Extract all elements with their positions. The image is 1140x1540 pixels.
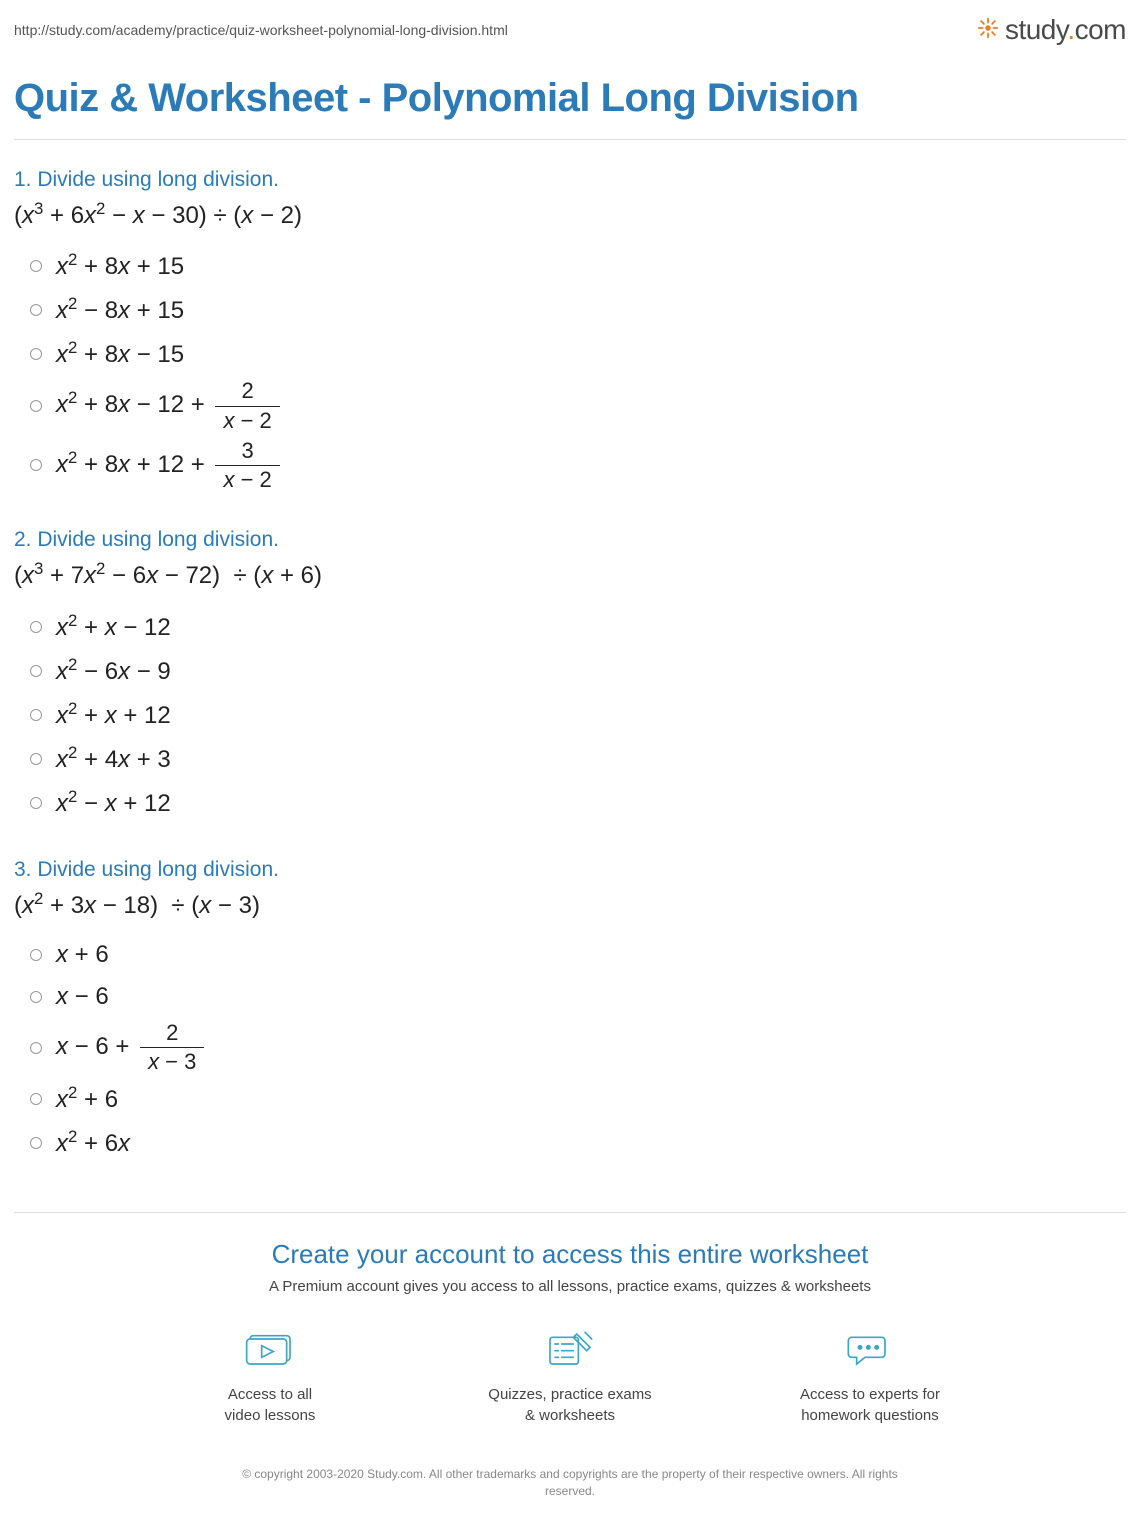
answer-choice[interactable]: x2 + 8x − 15 — [30, 335, 1126, 373]
answer-expression: x2 + x + 12 — [56, 696, 171, 734]
answer-choice[interactable]: x2 + x + 12 — [30, 696, 1126, 734]
questions-container: 1. Divide using long division. (x3 + 6x2 … — [14, 168, 1126, 1162]
radio-icon[interactable] — [30, 1042, 42, 1054]
feature-line1: Access to all — [228, 1386, 312, 1403]
question: 2. Divide using long division. (x3 + 7x2 … — [14, 528, 1126, 821]
feature-video: Access to all video lessons — [175, 1329, 365, 1426]
feature-row: Access to all video lessons — [14, 1329, 1126, 1426]
answer-expression: x2 − x + 12 — [56, 784, 171, 822]
feature-line2: homework questions — [801, 1407, 939, 1424]
question-prompt: 3. Divide using long division. — [14, 858, 1126, 882]
radio-icon[interactable] — [30, 304, 42, 316]
radio-icon[interactable] — [30, 1137, 42, 1149]
answer-choice[interactable]: x2 + 8x − 12 + 2x − 2 — [30, 379, 1126, 432]
question-expression: (x2 + 3x − 18) ÷ (x − 3) — [14, 886, 1126, 925]
answer-expression: x2 + 8x − 15 — [56, 335, 184, 373]
cta-subtitle: A Premium account gives you access to al… — [14, 1278, 1126, 1295]
radio-icon[interactable] — [30, 459, 42, 471]
copyright-text: © copyright 2003-2020 Study.com. All oth… — [220, 1466, 920, 1500]
answer-expression: x2 + 6x — [56, 1124, 130, 1162]
radio-icon[interactable] — [30, 949, 42, 961]
answer-choice[interactable]: x2 + 8x + 15 — [30, 247, 1126, 285]
radio-icon[interactable] — [30, 348, 42, 360]
question-prompt: 2. Divide using long division. — [14, 528, 1126, 552]
feature-line2: video lessons — [225, 1407, 316, 1424]
cta-title: Create your account to access this entir… — [14, 1239, 1126, 1270]
question-expression: (x3 + 6x2 − x − 30) ÷ (x − 2) — [14, 196, 1126, 235]
header-row: http://study.com/academy/practice/quiz-w… — [14, 14, 1126, 46]
answer-choices: x + 6 x − 6 x − 6 + 2x − 3 x2 + 6 x2 + 6x — [14, 937, 1126, 1162]
chat-icon — [845, 1329, 895, 1374]
cta-block: Create your account to access this entir… — [14, 1212, 1126, 1500]
answer-expression: x2 + 8x + 12 + 3x − 2 — [56, 439, 284, 492]
feature-text: Access to experts for homework questions — [800, 1384, 940, 1426]
radio-icon[interactable] — [30, 991, 42, 1003]
question-prompt: 1. Divide using long division. — [14, 168, 1126, 192]
answer-expression: x2 + x − 12 — [56, 608, 171, 646]
page-title: Quiz & Worksheet - Polynomial Long Divis… — [14, 76, 1126, 121]
answer-choice[interactable]: x2 + 6x — [30, 1124, 1126, 1162]
site-logo: study.com — [977, 14, 1126, 46]
answer-expression: x + 6 — [56, 937, 109, 973]
answer-choices: x2 + 8x + 15 x2 − 8x + 15 x2 + 8x − 15 x2 +… — [14, 247, 1126, 492]
radio-icon[interactable] — [30, 1093, 42, 1105]
title-separator — [14, 139, 1126, 140]
answer-choice[interactable]: x2 + x − 12 — [30, 608, 1126, 646]
radio-icon[interactable] — [30, 400, 42, 412]
answer-choice[interactable]: x + 6 — [30, 937, 1126, 973]
feature-line1: Access to experts for — [800, 1386, 940, 1403]
radio-icon[interactable] — [30, 797, 42, 809]
answer-expression: x2 + 4x + 3 — [56, 740, 171, 778]
radio-icon[interactable] — [30, 260, 42, 272]
answer-choice[interactable]: x2 − 8x + 15 — [30, 291, 1126, 329]
answer-choice[interactable]: x2 + 4x + 3 — [30, 740, 1126, 778]
radio-icon[interactable] — [30, 621, 42, 633]
question-expression: (x3 + 7x2 − 6x − 72) ÷ (x + 6) — [14, 556, 1126, 595]
feature-line2: & worksheets — [525, 1407, 615, 1424]
answer-expression: x2 + 8x + 15 — [56, 247, 184, 285]
radio-icon[interactable] — [30, 709, 42, 721]
radio-icon[interactable] — [30, 665, 42, 677]
logo-text-a: study — [1005, 14, 1067, 45]
sunburst-icon — [977, 14, 999, 46]
answer-choice[interactable]: x2 + 6 — [30, 1080, 1126, 1118]
page-url: http://study.com/academy/practice/quiz-w… — [14, 22, 508, 38]
answer-expression: x − 6 + 2x − 3 — [56, 1021, 208, 1074]
logo-text-b: com — [1075, 14, 1126, 45]
answer-expression: x2 + 6 — [56, 1080, 118, 1118]
answer-expression: x2 + 8x − 12 + 2x − 2 — [56, 379, 284, 432]
answer-choice[interactable]: x2 − x + 12 — [30, 784, 1126, 822]
answer-expression: x2 − 6x − 9 — [56, 652, 171, 690]
question: 3. Divide using long division. (x2 + 3x −… — [14, 858, 1126, 1163]
feature-chat: Access to experts for homework questions — [775, 1329, 965, 1426]
feature-quiz: Quizzes, practice exams & worksheets — [475, 1329, 665, 1426]
radio-icon[interactable] — [30, 753, 42, 765]
feature-text: Quizzes, practice exams & worksheets — [488, 1384, 651, 1426]
answer-choice[interactable]: x − 6 + 2x − 3 — [30, 1021, 1126, 1074]
answer-choices: x2 + x − 12 x2 − 6x − 9 x2 + x + 12 x2 + 4x… — [14, 608, 1126, 822]
feature-text: Access to all video lessons — [225, 1384, 316, 1426]
logo-dot: . — [1067, 14, 1074, 45]
video-icon — [245, 1329, 295, 1374]
answer-choice[interactable]: x2 + 8x + 12 + 3x − 2 — [30, 439, 1126, 492]
answer-choice[interactable]: x2 − 6x − 9 — [30, 652, 1126, 690]
quiz-icon — [545, 1329, 595, 1374]
answer-expression: x − 6 — [56, 979, 109, 1015]
answer-choice[interactable]: x − 6 — [30, 979, 1126, 1015]
feature-line1: Quizzes, practice exams — [488, 1386, 651, 1403]
answer-expression: x2 − 8x + 15 — [56, 291, 184, 329]
question: 1. Divide using long division. (x3 + 6x2 … — [14, 168, 1126, 492]
